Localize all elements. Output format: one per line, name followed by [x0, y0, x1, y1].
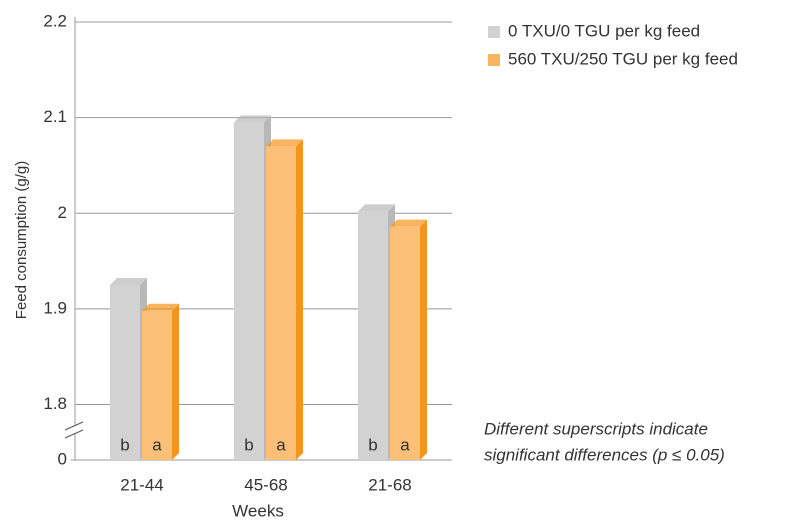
y-tick-label: 2 — [58, 203, 67, 222]
legend-swatch — [488, 54, 500, 66]
axis-break — [64, 421, 84, 431]
bar — [142, 310, 172, 460]
bar-letter: b — [244, 435, 253, 454]
bar-side — [296, 139, 303, 460]
x-tick-label: 21-44 — [120, 475, 163, 494]
bar — [234, 122, 264, 460]
axis-break-gap — [63, 426, 87, 434]
bar — [390, 226, 420, 460]
y-tick-label: 1.8 — [43, 394, 67, 413]
x-tick-label: 21-68 — [368, 475, 411, 494]
bar — [358, 211, 388, 460]
bar — [110, 284, 140, 460]
x-tick-label: 45-68 — [244, 475, 287, 494]
annotation: Different superscripts indicate — [484, 419, 708, 438]
legend-swatch — [488, 26, 500, 38]
bar-letter: b — [368, 435, 377, 454]
bar-letter: a — [276, 435, 286, 454]
bar-top — [234, 115, 271, 123]
bar-letter: b — [120, 435, 129, 454]
y-tick-label: 1.9 — [43, 298, 67, 317]
legend-label: 560 TXU/250 TGU per kg feed — [508, 49, 738, 68]
annotation: significant differences (p ≤ 0.05) — [484, 445, 725, 464]
bar — [266, 146, 296, 460]
bar-side — [420, 219, 427, 460]
y-tick-label: 2.1 — [43, 107, 67, 126]
legend-label: 0 TXU/0 TGU per kg feed — [508, 21, 700, 40]
bar-top — [110, 277, 147, 285]
bar-top — [142, 303, 179, 311]
y-tick-label: 0 — [58, 449, 67, 468]
y-axis-label: Feed consumption (g/g) — [13, 161, 30, 319]
bar-top — [390, 219, 427, 227]
y-tick-label: 2.2 — [43, 11, 67, 30]
bar-letter: a — [152, 435, 162, 454]
bar-top — [266, 139, 303, 147]
x-axis-label: Weeks — [232, 501, 284, 520]
bar-letter: a — [400, 435, 410, 454]
axis-break — [64, 429, 84, 439]
bar-side — [172, 303, 179, 460]
bar-top — [358, 204, 395, 212]
